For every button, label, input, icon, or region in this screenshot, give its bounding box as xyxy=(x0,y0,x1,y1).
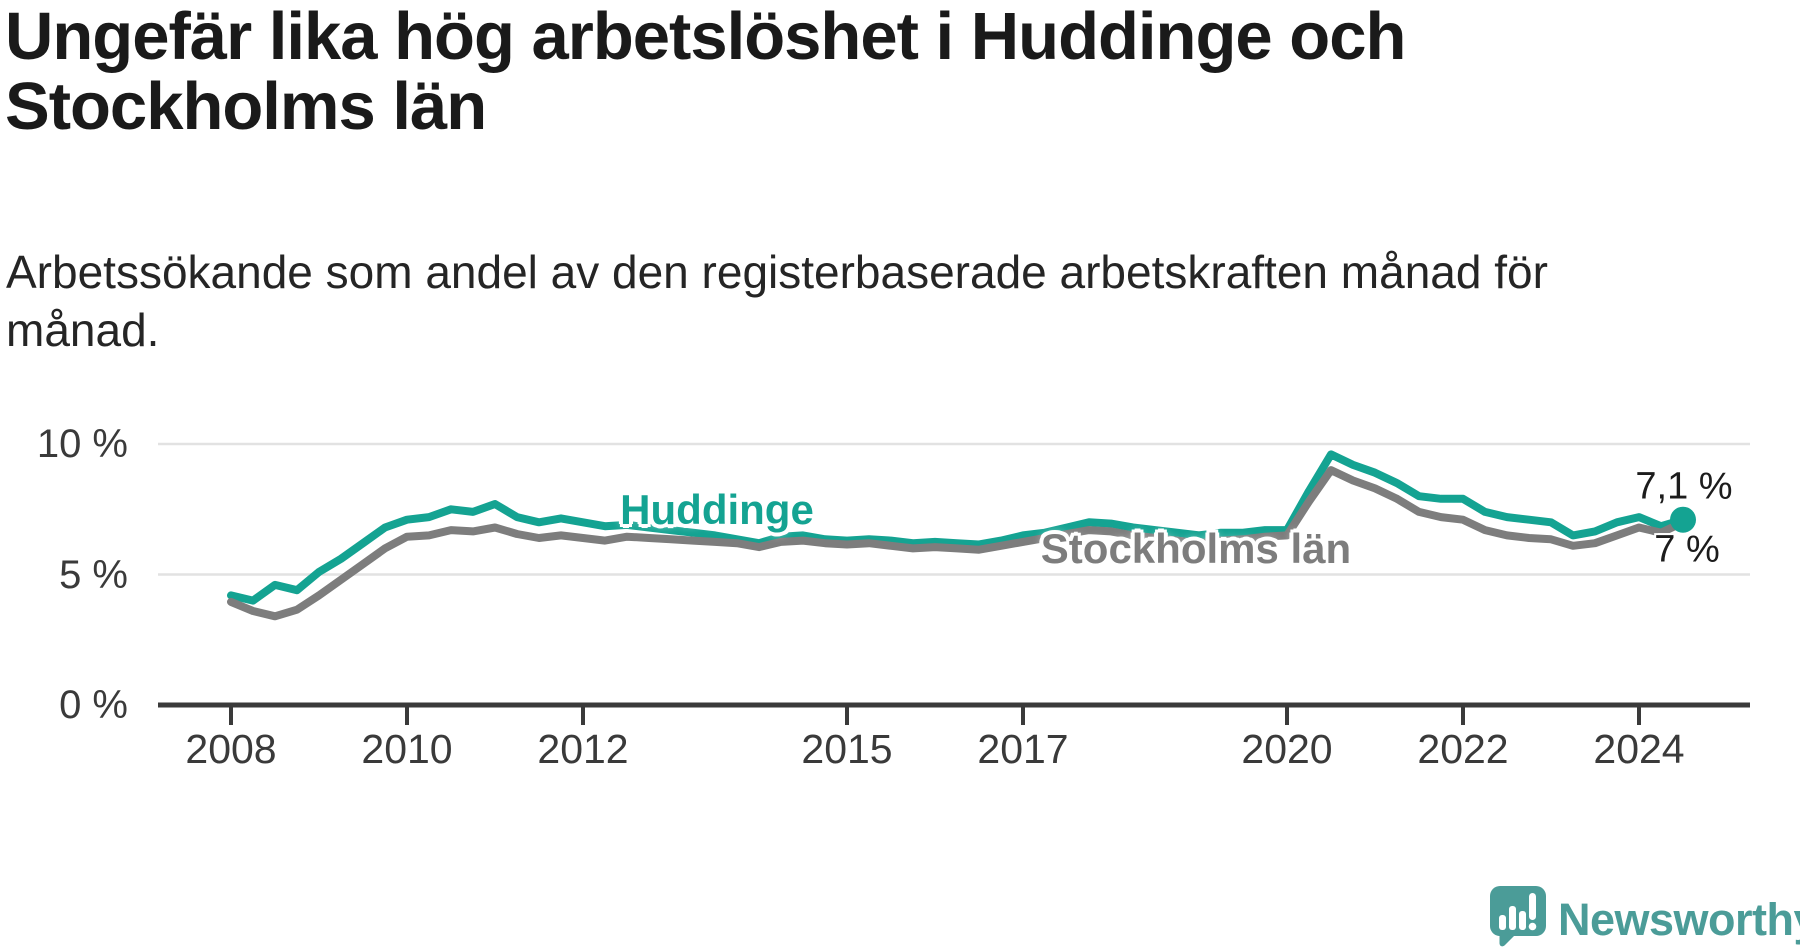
subtitle-line-1: Arbetssökande som andel av den registerb… xyxy=(6,246,1548,298)
chart-subtitle: Arbetssökande som andel av den registerb… xyxy=(6,243,1706,359)
logo-bar-1 xyxy=(1499,915,1506,930)
logo-exclamation-bar xyxy=(1529,893,1536,920)
y-axis-label-5pct: 5 % xyxy=(59,552,128,597)
series-label-huddinge: Huddinge xyxy=(620,486,814,533)
x-axis-label-2020: 2020 xyxy=(1241,726,1333,772)
logo-bar-2 xyxy=(1509,906,1516,930)
title-line-1: Ungefär lika hög arbetslöshet i Huddinge… xyxy=(5,0,1406,74)
x-axis-label-2015: 2015 xyxy=(801,726,893,772)
logo-exclamation-dot xyxy=(1528,922,1537,931)
logo-speech-bubble xyxy=(1489,886,1546,947)
page-title: Ungefär lika hög arbetslöshet i Huddinge… xyxy=(5,2,1665,142)
x-axis-label-2008: 2008 xyxy=(185,726,277,772)
series-label-stockholms-lan: Stockholms län xyxy=(1040,525,1352,572)
end-value-label-stockholms-lan: 7 % xyxy=(1654,528,1720,571)
end-value-label-huddinge: 7,1 % xyxy=(1635,465,1733,508)
x-axis-label-2024: 2024 xyxy=(1593,726,1685,772)
subtitle-line-2: månad. xyxy=(6,304,160,356)
logo-bar-3 xyxy=(1519,911,1526,930)
x-axis-label-2012: 2012 xyxy=(537,726,629,772)
x-axis-label-2010: 2010 xyxy=(361,726,453,772)
x-axis-label-2022: 2022 xyxy=(1417,726,1509,772)
series-end-dot-huddinge xyxy=(1670,506,1696,533)
series-line-huddinge xyxy=(227,450,1687,605)
x-axis-label-2017: 2017 xyxy=(977,726,1069,772)
newsworthy-logo: Newsworthy xyxy=(1486,884,1800,948)
y-axis-label-0pct: 0 % xyxy=(59,683,128,727)
newsworthy-logo-icon xyxy=(1489,886,1546,947)
series-line-stockholms-lan xyxy=(227,466,1687,621)
y-axis-label-10pct: 10 % xyxy=(36,422,128,466)
title-line-2: Stockholms län xyxy=(5,69,487,144)
newsworthy-logo-text: Newsworthy xyxy=(1558,894,1800,945)
